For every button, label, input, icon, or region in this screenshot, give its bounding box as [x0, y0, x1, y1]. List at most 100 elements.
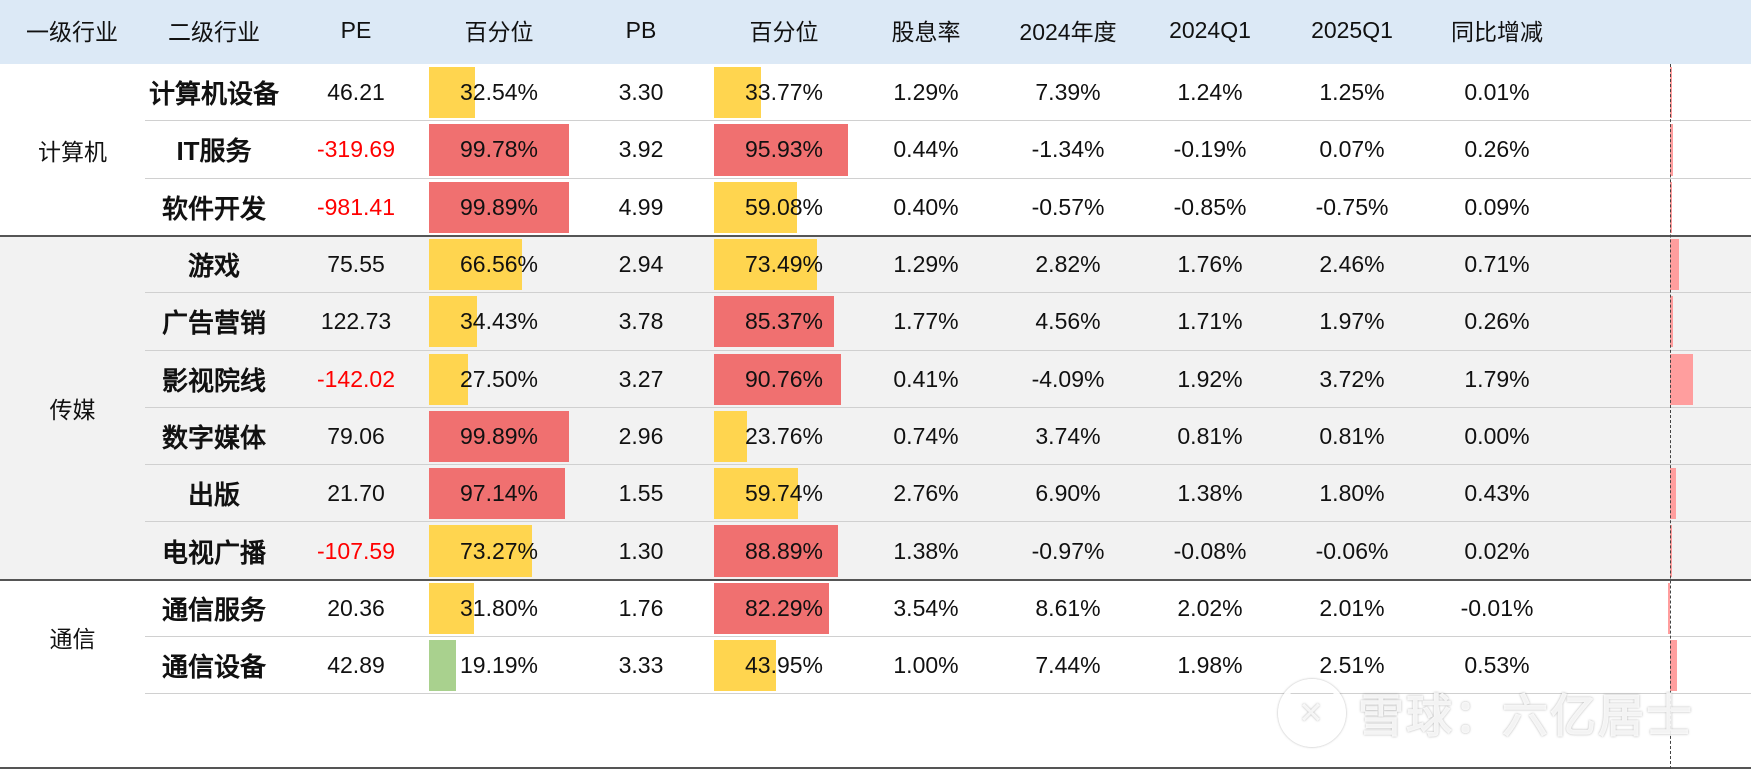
row-separator [145, 693, 1751, 695]
table-cell: 0.53% [1464, 652, 1530, 679]
table-cell: 6.90% [1035, 480, 1101, 507]
table-cell: 0.40% [893, 193, 959, 220]
header-cell: 二级行业 [168, 19, 260, 45]
pb-percentile-bar [714, 525, 839, 577]
pb-percentile-bar [714, 181, 797, 233]
table-cell: -0.08% [1173, 537, 1247, 564]
table-cell: 20.36 [327, 594, 385, 621]
table-cell: 31.80% [459, 594, 538, 621]
primary-industry-name: 计算机 [38, 138, 107, 165]
table-cell: 85.37% [744, 308, 823, 335]
header-cell: 一级行业 [26, 19, 118, 45]
table-cell: 1.24% [1177, 79, 1243, 106]
table-cell: 99.78% [459, 136, 538, 163]
pe-percentile-bar [429, 238, 523, 291]
header-cell: 百分位 [749, 19, 819, 45]
header-cell: 股息率 [891, 19, 961, 45]
sub-industry-name: 数字媒体 [161, 422, 266, 453]
table-cell: 1.00% [893, 652, 959, 679]
table-cell: 23.76% [744, 422, 823, 449]
table-cell: 1.76 [618, 594, 664, 621]
table-cell: 0.07% [1319, 136, 1385, 163]
table-cell: 19.19% [459, 652, 538, 679]
primary-industry-name: 传媒 [49, 396, 96, 423]
watermark: ✕ 雪球：六亿居士 [1278, 678, 1694, 748]
table-cell: 34.43% [459, 308, 538, 335]
yoy-change-bar [1668, 582, 1670, 634]
yoy-change-bar [1670, 296, 1674, 348]
header-cell: 百分位 [464, 19, 534, 45]
pe-percentile-bar [429, 353, 468, 405]
table-cell: 2.82% [1035, 251, 1101, 278]
table-cell: 2.51% [1319, 652, 1385, 679]
row-separator [145, 636, 1751, 637]
sub-industry-name: IT服务 [176, 136, 252, 167]
sub-industry-name: 游戏 [187, 251, 240, 282]
table-cell: 1.77% [893, 308, 959, 335]
table-cell: 0.26% [1464, 308, 1530, 335]
table-cell: 7.44% [1035, 652, 1101, 679]
pe-percentile-bar [429, 181, 569, 233]
table-cell: 3.30 [618, 79, 664, 106]
primary-industry-name: 通信 [49, 625, 96, 652]
table-cell: 33.77% [744, 79, 823, 106]
table-cell: 2.94 [618, 251, 664, 278]
table-cell: 1.92% [1177, 365, 1243, 392]
row-separator [145, 406, 1751, 408]
table-cell: 0.43% [1464, 480, 1530, 507]
table-cell: -0.19% [1173, 136, 1247, 163]
pe-percentile-bar [429, 296, 478, 348]
sub-industry-name: 计算机设备 [148, 79, 279, 110]
pb-percentile-bar [714, 67, 762, 119]
table-cell: 1.25% [1319, 79, 1385, 106]
table-cell: 1.76% [1177, 251, 1243, 278]
yoy-change-bar [1670, 468, 1676, 520]
pe-percentile-bar [429, 468, 565, 520]
sub-industry-name: 通信服务 [161, 594, 266, 625]
pe-percentile-bar [429, 410, 569, 463]
table-cell: -0.57% [1031, 193, 1105, 220]
snowball-logo-icon: ✕ [1278, 679, 1346, 747]
header-cell: PB [625, 16, 657, 43]
table-cell: 82.29% [744, 594, 823, 621]
table-cell: -0.01% [1460, 594, 1534, 621]
pb-percentile-bar [714, 582, 830, 634]
table-cell: 0.74% [893, 422, 959, 449]
table-cell: 122.73 [320, 308, 392, 335]
yoy-change-bar [1670, 67, 1672, 119]
table-cell: -0.85% [1173, 193, 1247, 220]
header-cell: 2024年度 [1019, 19, 1117, 45]
table-cell: 0.00% [1464, 422, 1530, 449]
watermark-text: 雪球：六亿居士 [1358, 690, 1694, 742]
table-cell: 0.41% [893, 365, 959, 392]
pb-percentile-bar [714, 124, 849, 176]
group-separator [0, 578, 1751, 581]
table-cell: 2.02% [1177, 594, 1243, 621]
table-cell: 3.27 [618, 365, 664, 392]
table-header [0, 0, 1751, 64]
table-cell: 8.61% [1035, 594, 1101, 621]
table-cell: -107.59 [316, 537, 395, 564]
yoy-zero-axis [1670, 64, 1671, 769]
table-cell: -319.69 [316, 136, 395, 163]
yoy-change-bar [1670, 353, 1694, 405]
table-cell: 4.99 [618, 193, 664, 220]
table-cell: 1.29% [893, 79, 959, 106]
sub-industry-name: 影视院线 [161, 365, 266, 396]
table-cell: 0.81% [1319, 422, 1385, 449]
yoy-change-bar [1670, 238, 1680, 291]
table-cell: 1.30 [618, 537, 664, 564]
pe-percentile-bar [429, 640, 456, 692]
table-cell: 99.89% [459, 193, 538, 220]
pe-percentile-bar [429, 582, 474, 634]
table-cell: 2.76% [893, 480, 959, 507]
table-cell: 0.01% [1464, 79, 1530, 106]
table-cell: 21.70 [327, 480, 385, 507]
table-cell: 0.09% [1464, 193, 1530, 220]
table-cell: 97.14% [459, 480, 538, 507]
pe-percentile-bar [429, 67, 475, 119]
table-cell: 99.89% [459, 422, 538, 449]
table-cell: 32.54% [459, 79, 538, 106]
group-separator [0, 234, 1751, 237]
yoy-change-bar [1670, 124, 1674, 176]
